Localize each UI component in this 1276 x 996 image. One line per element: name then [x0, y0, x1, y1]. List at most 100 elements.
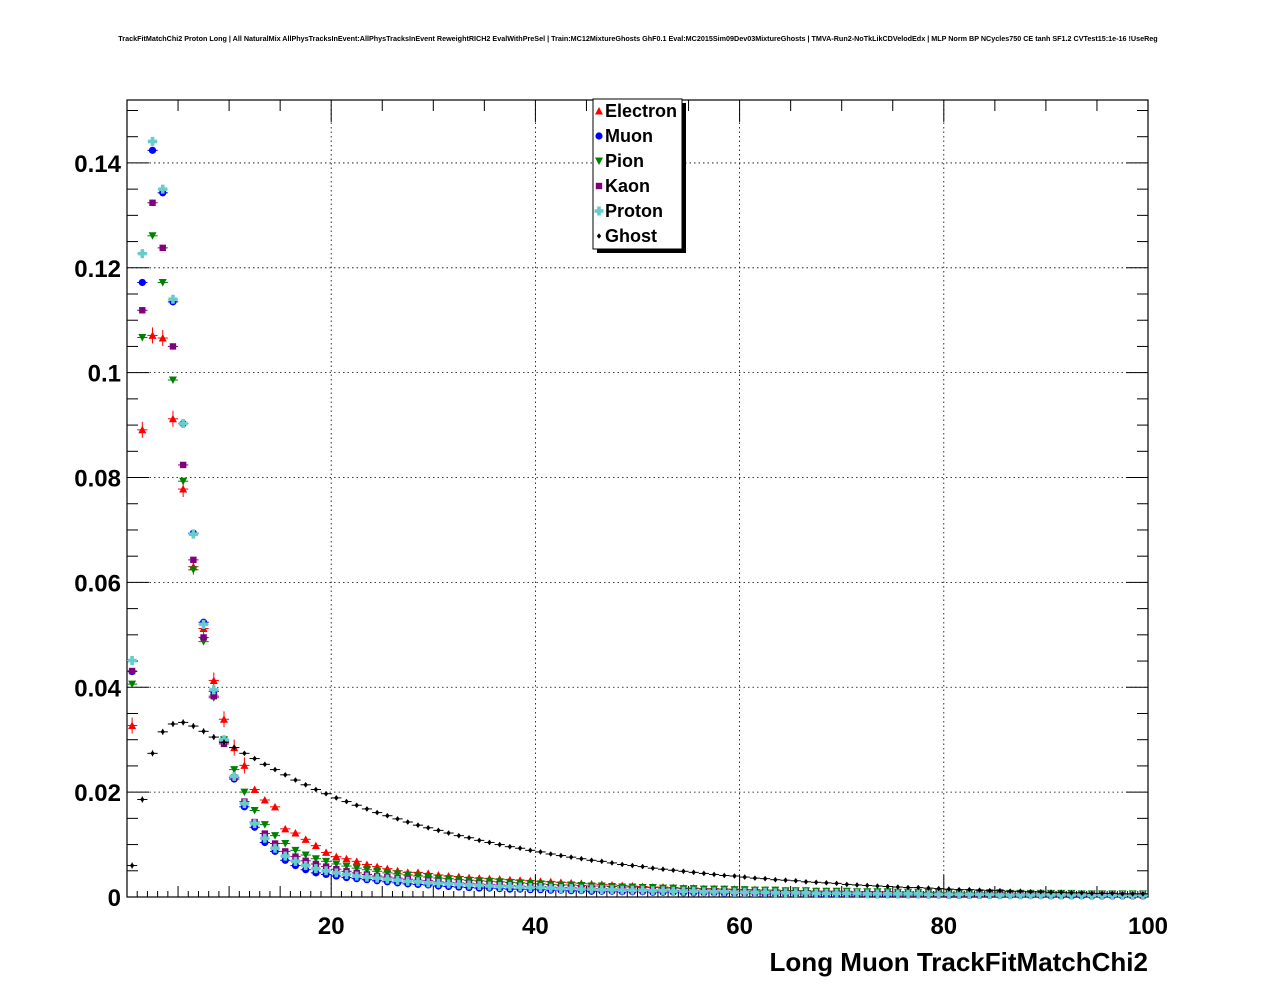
data-point — [678, 886, 688, 896]
data-point — [342, 869, 352, 879]
data-point — [997, 887, 1003, 894]
data-point — [883, 889, 893, 899]
data-point — [536, 883, 546, 893]
data-point — [934, 889, 944, 899]
data-point — [740, 887, 750, 897]
data-point — [270, 843, 280, 853]
data-point — [199, 619, 209, 629]
data-point — [985, 889, 995, 899]
data-point — [854, 882, 860, 888]
data-point — [495, 882, 505, 892]
data-point — [321, 866, 331, 876]
data-point — [1015, 890, 1025, 900]
legend-marker — [595, 182, 603, 190]
data-point — [699, 887, 709, 897]
data-point — [158, 334, 167, 342]
data-point — [742, 874, 747, 880]
data-point — [436, 827, 441, 834]
grid-lines — [127, 100, 1148, 897]
data-point — [292, 853, 299, 860]
data-point — [525, 883, 535, 893]
data-point — [127, 656, 137, 666]
data-point — [413, 877, 423, 887]
legend: Electron Muon Pion Kaon Proton Ghost — [592, 98, 686, 253]
data-point — [374, 809, 380, 816]
data-point — [148, 136, 158, 146]
x-tick-label: 80 — [930, 913, 957, 940]
data-point — [587, 884, 597, 894]
data-point — [719, 887, 729, 897]
data-point — [893, 889, 903, 899]
x-tick-label: 60 — [726, 913, 753, 940]
data-point — [648, 886, 658, 896]
data-point — [916, 884, 921, 891]
data-point — [701, 870, 707, 877]
data-point — [722, 872, 727, 879]
data-point — [885, 883, 890, 890]
series-kaon — [127, 199, 1148, 899]
data-point — [456, 832, 462, 839]
data-point — [230, 766, 239, 774]
data-point — [936, 885, 941, 892]
data-point — [170, 721, 176, 727]
series-electron — [127, 327, 1148, 898]
data-point — [168, 376, 177, 384]
data-point — [987, 887, 992, 894]
data-point — [872, 889, 882, 899]
data-point — [303, 781, 308, 788]
data-point — [956, 886, 962, 893]
data-point — [505, 882, 515, 892]
data-point — [291, 846, 300, 855]
data-point — [342, 854, 351, 863]
data-point — [362, 866, 371, 874]
data-point — [323, 790, 329, 797]
legend-item-kaon: Kaon — [595, 176, 650, 196]
data-point — [464, 880, 474, 890]
data-point — [599, 858, 604, 865]
data-point — [477, 837, 482, 844]
data-point — [301, 851, 310, 860]
data-point — [331, 868, 341, 878]
data-point — [671, 867, 676, 874]
data-point — [403, 871, 412, 879]
data-point — [293, 777, 298, 783]
data-point — [709, 887, 719, 897]
data-point — [190, 556, 197, 564]
data-point — [944, 889, 954, 899]
data-point — [546, 883, 556, 893]
data-point — [474, 880, 484, 890]
data-point — [150, 750, 155, 757]
data-point — [354, 802, 359, 809]
data-point — [548, 851, 553, 857]
data-point — [209, 685, 219, 695]
data-point — [913, 889, 923, 899]
data-point — [334, 795, 339, 801]
data-point — [250, 819, 260, 829]
data-point — [444, 875, 453, 883]
data-point — [1069, 890, 1074, 896]
legend-box — [592, 98, 683, 250]
data-point — [681, 868, 686, 875]
data-point — [607, 885, 617, 895]
data-point — [158, 184, 168, 194]
data-point — [332, 852, 341, 861]
data-point — [393, 875, 403, 885]
data-point — [967, 886, 972, 893]
data-point — [352, 871, 362, 881]
data-point — [791, 888, 801, 898]
data-point — [1099, 890, 1105, 897]
data-point — [290, 856, 300, 866]
legend-label: Kaon — [605, 176, 650, 196]
data-point — [801, 888, 811, 898]
data-point — [281, 840, 290, 848]
data-point — [760, 887, 770, 897]
data-point — [773, 876, 778, 883]
legend-marker — [595, 157, 603, 165]
data-point — [322, 857, 331, 866]
data-point — [821, 888, 831, 898]
data-point — [291, 829, 300, 837]
legend-item-pion: Pion — [595, 151, 644, 171]
data-point — [322, 848, 331, 856]
data-point — [844, 881, 850, 888]
